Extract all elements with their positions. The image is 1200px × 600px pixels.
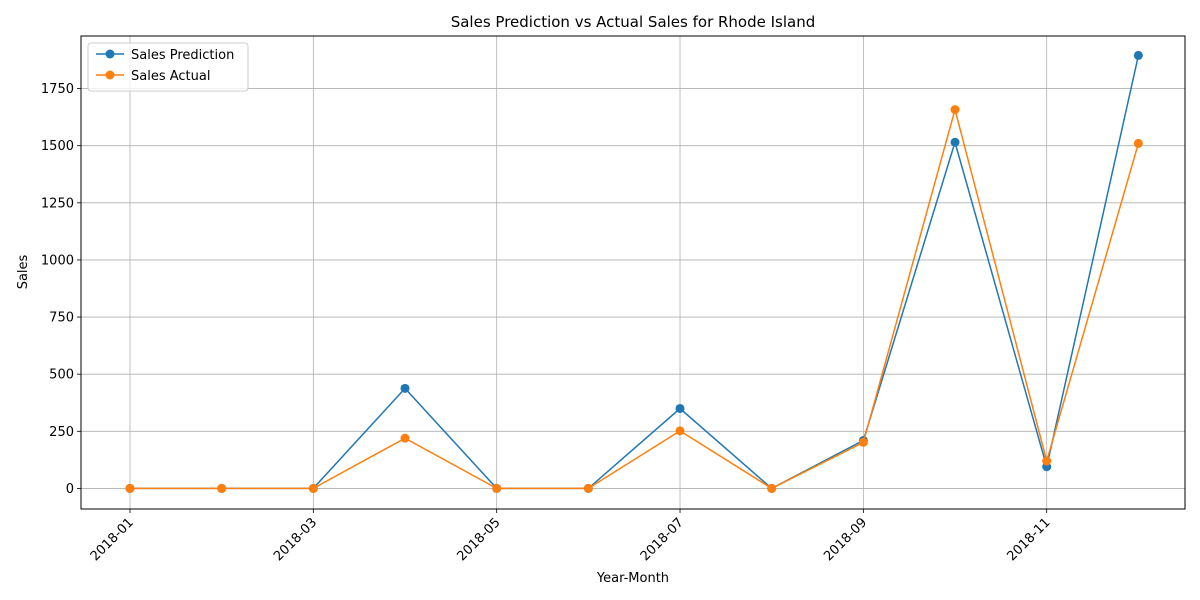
- data-point-sales-actual: [767, 483, 777, 493]
- chart-title: Sales Prediction vs Actual Sales for Rho…: [451, 13, 816, 31]
- data-point-sales-actual: [583, 483, 593, 493]
- series-layer: [125, 50, 1143, 493]
- data-point-sales-actual: [858, 437, 868, 447]
- data-point-sales-actual: [492, 483, 502, 493]
- data-point-sales-actual: [400, 433, 410, 443]
- y-axis-label: Sales: [16, 254, 31, 289]
- y-axis: 0 250 500 750 1000 1250 1500 1750: [41, 82, 81, 497]
- data-point-sales-actual: [125, 483, 135, 493]
- data-point-sales-prediction: [400, 383, 410, 393]
- x-axis-label: Year-Month: [596, 571, 669, 586]
- data-point-sales-actual: [950, 105, 960, 115]
- data-point-sales-actual: [1042, 456, 1052, 466]
- y-tick-label: 750: [49, 311, 74, 326]
- data-point-sales-prediction: [1133, 50, 1143, 60]
- legend-frame: [87, 42, 249, 92]
- y-tick-label: 1500: [41, 139, 74, 154]
- y-tick-label: 0: [66, 482, 74, 497]
- data-point-sales-prediction: [675, 403, 685, 413]
- y-tick-label: 1000: [41, 253, 74, 268]
- data-point-sales-actual: [217, 483, 227, 493]
- data-point-sales-actual: [308, 483, 318, 493]
- grid: [81, 36, 1185, 509]
- legend-label-sales-actual: Sales Actual: [131, 69, 210, 84]
- plot-frame: [80, 35, 1186, 510]
- y-tick-label: 1750: [41, 82, 74, 97]
- legend-marker-sales-actual: [105, 70, 115, 80]
- legend-label-sales-prediction: Sales Prediction: [131, 48, 234, 63]
- y-tick-label: 500: [49, 368, 74, 383]
- legend: Sales Prediction Sales Actual: [87, 42, 249, 92]
- series-line-sales-actual: [130, 106, 1140, 490]
- data-point-sales-actual: [675, 426, 685, 436]
- data-point-sales-prediction: [950, 137, 960, 147]
- y-tick-label: 250: [49, 425, 74, 440]
- data-point-sales-actual: [1133, 138, 1143, 148]
- y-tick-label: 1250: [41, 196, 74, 211]
- legend-marker-sales-prediction: [105, 49, 115, 59]
